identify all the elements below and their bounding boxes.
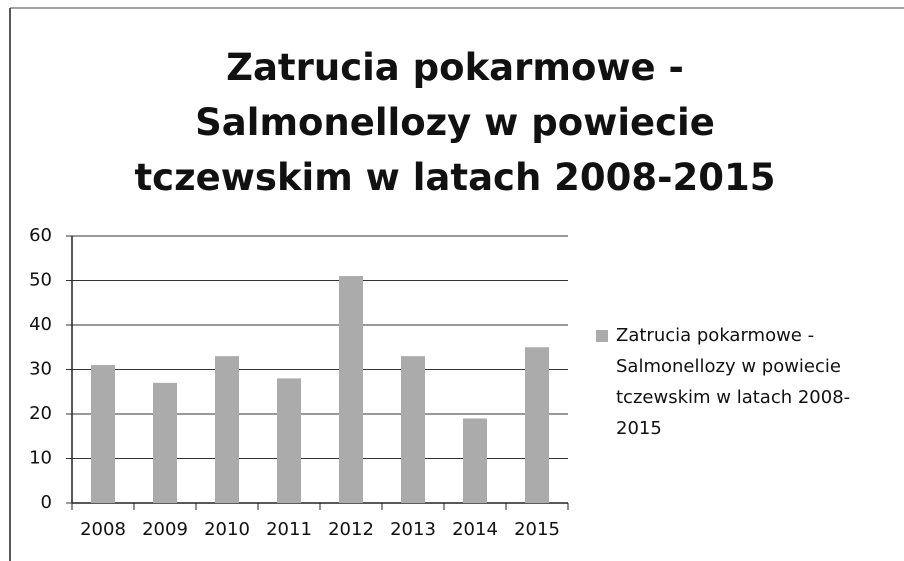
x-tick-label: 2013 [390, 519, 436, 540]
bar [153, 382, 177, 503]
y-tick-label: 10 [29, 448, 52, 469]
bar [277, 378, 301, 503]
y-tick-label: 0 [41, 492, 52, 513]
x-tick-label: 2012 [328, 519, 374, 540]
y-tick-label: 30 [29, 359, 52, 380]
y-tick-label: 60 [29, 225, 52, 246]
x-tick-label: 2014 [452, 519, 498, 540]
x-tick-label: 2009 [142, 519, 188, 540]
y-tick-label: 40 [29, 314, 52, 335]
x-tick-label: 2011 [266, 519, 312, 540]
x-tick-label: 2008 [80, 519, 126, 540]
legend-label: Zatrucia pokarmowe - Salmonellozy w powi… [616, 325, 851, 439]
bar [339, 276, 363, 503]
x-tick-label: 2010 [204, 519, 250, 540]
bar [401, 356, 425, 503]
legend: Zatrucia pokarmowe - Salmonellozy w powi… [596, 320, 886, 444]
bar [91, 365, 115, 503]
legend-swatch [596, 330, 608, 342]
bar [525, 347, 549, 503]
chart-title: Zatrucia pokarmowe - Salmonellozy w powi… [134, 46, 776, 199]
y-tick-label: 20 [29, 403, 52, 424]
y-tick-label: 50 [29, 270, 52, 291]
x-tick-label: 2015 [514, 519, 560, 540]
bar [463, 418, 487, 503]
bar [215, 356, 239, 503]
